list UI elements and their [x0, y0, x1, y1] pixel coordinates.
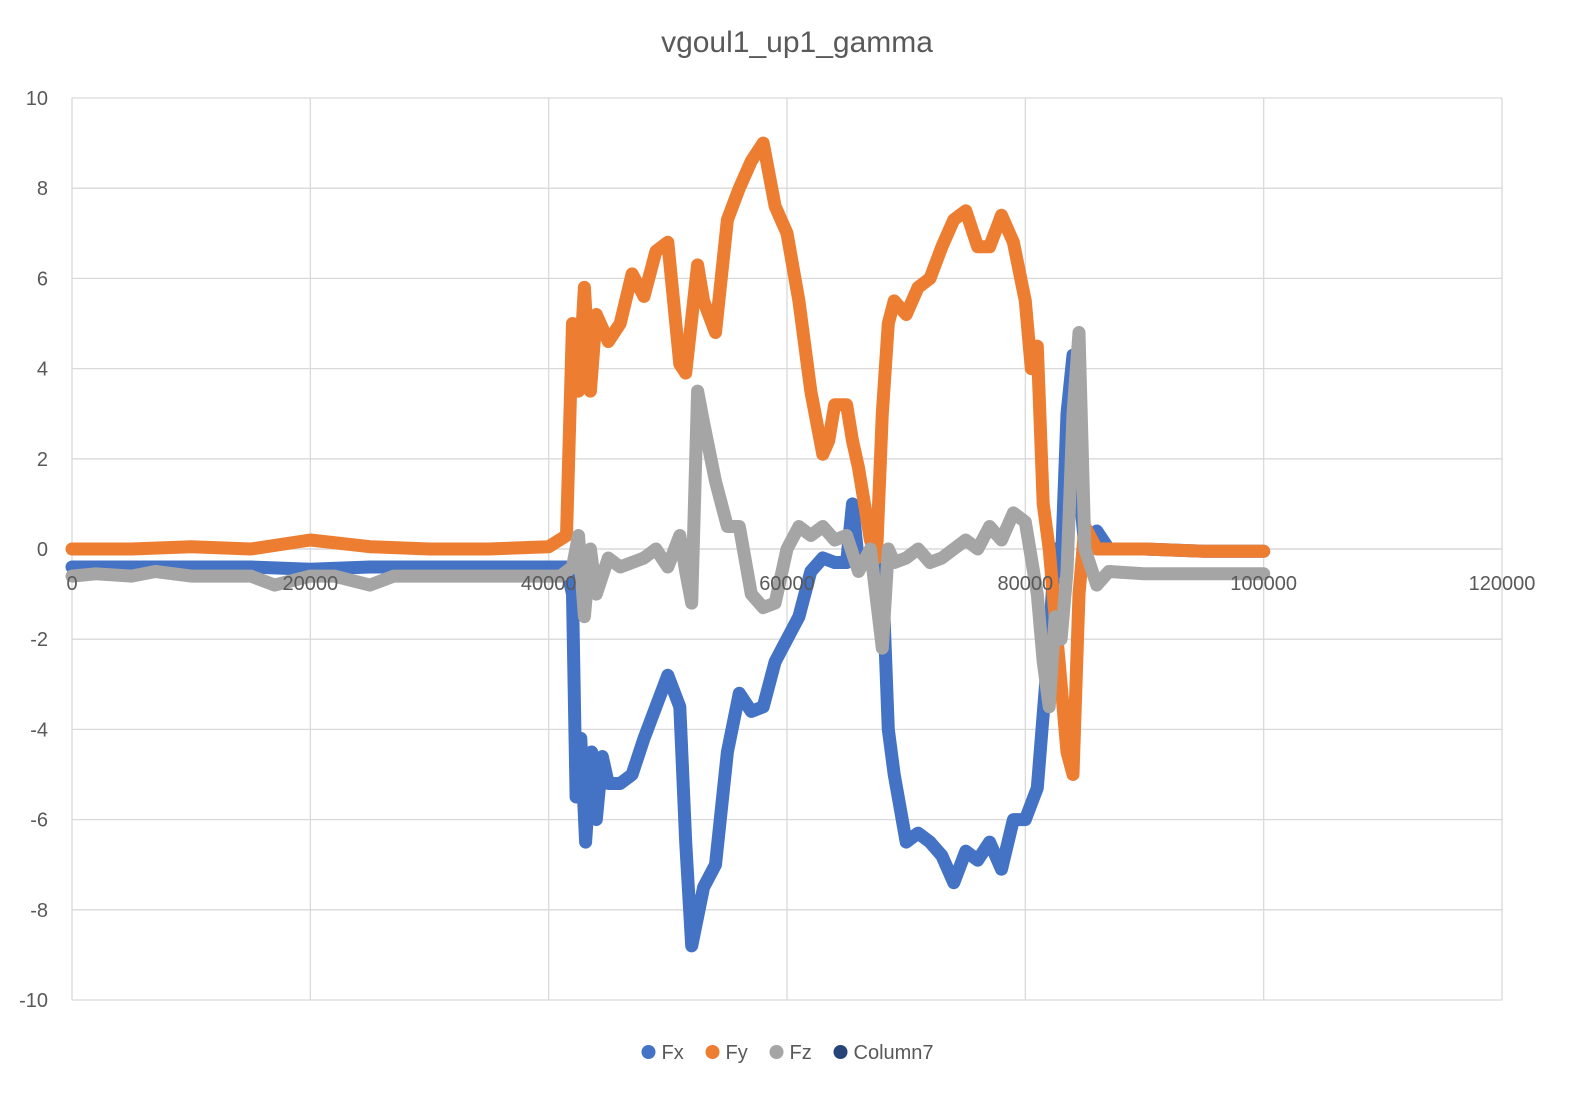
y-tick-label: 6: [37, 268, 48, 290]
legend-label: Column7: [854, 1042, 934, 1064]
legend-label: Fz: [790, 1042, 812, 1064]
legend-item-fz[interactable]: Fz: [769, 1042, 812, 1064]
x-tick-label: 0: [66, 573, 77, 595]
legend-label: Fy: [726, 1042, 748, 1064]
x-tick-label: 20000: [283, 573, 339, 595]
y-tick-label: 8: [37, 178, 48, 200]
x-tick-label: 120000: [1469, 573, 1536, 595]
x-tick-label: 40000: [521, 573, 577, 595]
series-line-fz: [65, 326, 1271, 714]
x-tick-label: 100000: [1230, 573, 1297, 595]
y-tick-label: 10: [26, 88, 48, 110]
y-tick-label: -2: [30, 629, 48, 651]
legend-item-fx[interactable]: Fx: [641, 1042, 684, 1064]
legend-item-fy[interactable]: Fy: [705, 1042, 748, 1064]
legend-marker: [833, 1045, 848, 1059]
y-tick-label: -6: [30, 810, 48, 832]
legend-marker: [769, 1045, 784, 1059]
legend-marker: [705, 1045, 720, 1059]
y-tick-label: 0: [37, 539, 48, 561]
x-tick-label: 60000: [759, 573, 815, 595]
tick-labels: -10 -8 -6 -4 -2 0 2 4 6 8 10 0 20000 40000 60000 80000 1…: [19, 88, 1535, 1012]
y-tick-label: 4: [37, 359, 48, 381]
y-tick-label: -4: [30, 719, 48, 741]
legend-item-column7[interactable]: Column7: [833, 1042, 934, 1064]
legend: Fx Fy Fz Column7: [641, 1042, 934, 1064]
x-tick-label: 80000: [998, 573, 1054, 595]
legend-label: Fx: [662, 1042, 684, 1064]
series-layer: [65, 136, 1271, 953]
series-line-fy: [65, 136, 1271, 781]
chart-title: vgoul1_up1_gamma: [661, 26, 933, 59]
legend-marker: [641, 1045, 656, 1059]
y-tick-label: 2: [37, 449, 48, 471]
y-tick-label: -8: [30, 900, 48, 922]
y-tick-label: -10: [19, 990, 48, 1012]
